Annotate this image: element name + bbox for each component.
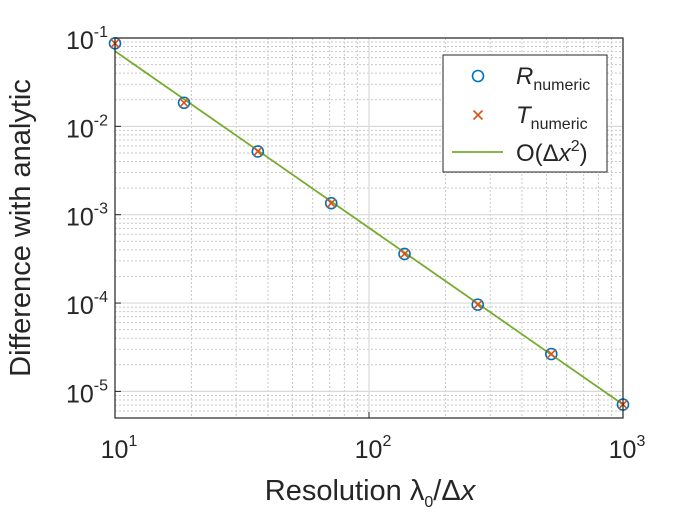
x-tick-label: 101 [101, 433, 138, 464]
point-r-numeric [544, 347, 558, 361]
x-tick-label: 102 [355, 433, 392, 464]
legend-label-r-numeric: Rnumeric [516, 63, 590, 94]
legend-marker-t-numeric [472, 109, 484, 121]
y-tick-label: 10-2 [66, 112, 108, 143]
x-axis-label: Resolution λ0/Δx [265, 475, 477, 511]
x-tick-label: 103 [609, 433, 646, 464]
grid [114, 37, 624, 418]
y-tick-label: 10-5 [66, 377, 108, 408]
legend-marker-r-numeric [471, 69, 485, 83]
series-line-o-dx2 [114, 50, 624, 406]
point-t-numeric [253, 146, 263, 157]
point-t-numeric [546, 349, 557, 359]
point-r-numeric [251, 145, 265, 158]
point-t-numeric [179, 97, 189, 108]
y-tick-label: 10-4 [66, 289, 108, 320]
y-axis-label: Difference with analytic [5, 79, 37, 377]
y-tick-label: 10-1 [66, 24, 108, 55]
point-r-numeric [324, 196, 338, 210]
point-t-numeric [472, 299, 483, 310]
legend-label-t-numeric: Tnumeric [516, 102, 588, 133]
tick-labels: 101 102 103 10-5 10-4 10-3 10-2 10-1 [66, 24, 646, 464]
y-tick-label: 10-3 [66, 201, 108, 232]
point-r-numeric [398, 247, 411, 261]
point-t-numeric [326, 198, 336, 208]
point-r-numeric [177, 96, 191, 110]
legend-label-o-dx2: O(Δx2) [516, 138, 588, 167]
point-t-numeric [399, 249, 410, 259]
point-r-numeric [471, 298, 485, 311]
legend: Rnumeric Tnumeric O(Δx2) [442, 54, 608, 173]
